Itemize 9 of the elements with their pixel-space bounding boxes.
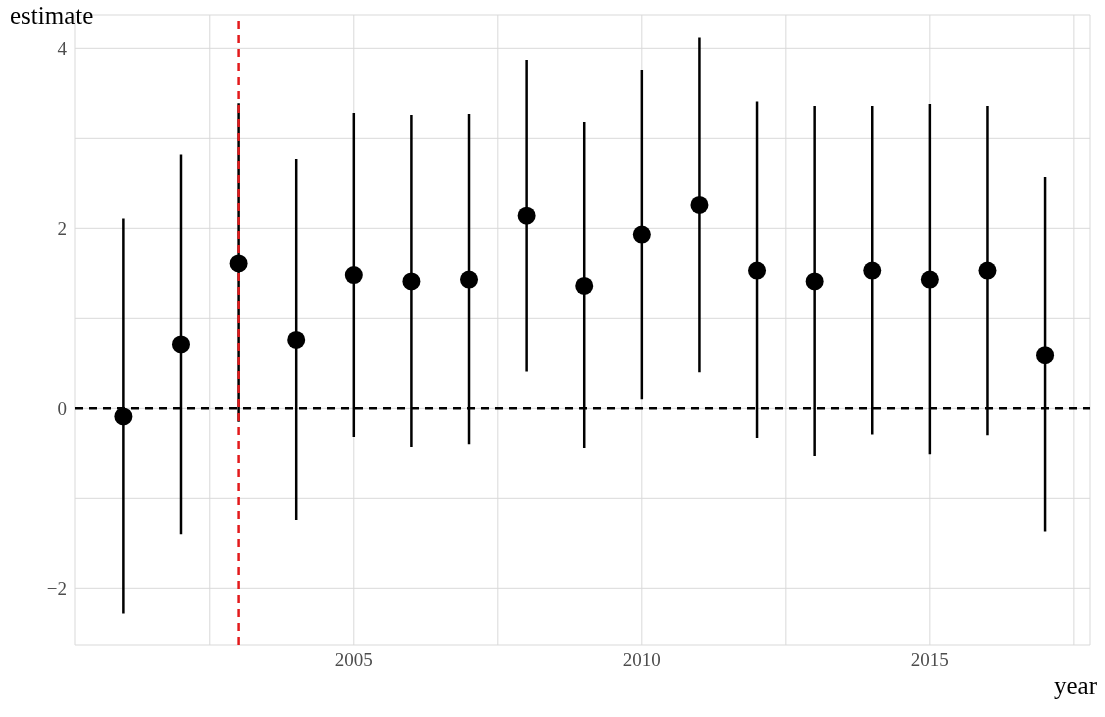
y-tick-label: −2	[46, 578, 67, 600]
y-tick-label: 0	[57, 398, 67, 420]
y-tick-label: 4	[57, 38, 68, 60]
y-axis-title: estimate	[10, 2, 94, 30]
x-tick-label: 2015	[910, 649, 949, 671]
x-tick-label: 2010	[622, 649, 661, 671]
x-tick-label: 2005	[334, 649, 373, 671]
y-tick-label: 2	[57, 218, 67, 240]
x-axis-title: year	[1053, 672, 1097, 700]
